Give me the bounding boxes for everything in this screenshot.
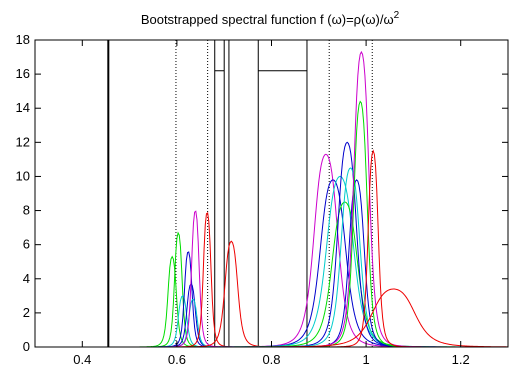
y-tick-label: 10 <box>16 168 30 183</box>
x-tick-label: 0.8 <box>262 352 280 367</box>
chart-title: Bootstrapped spectral function f (ω)=ρ(ω… <box>141 10 400 27</box>
series-peak-7 <box>35 212 508 347</box>
series-peak-16 <box>35 100 508 347</box>
y-tick-label: 16 <box>16 66 30 81</box>
y-tick-label: 18 <box>16 32 30 47</box>
y-tick-label: 0 <box>23 339 30 354</box>
plot-area <box>35 40 508 347</box>
series-peak-14 <box>35 167 508 347</box>
box-1 <box>257 40 308 347</box>
series-peak-10 <box>35 179 508 347</box>
y-tick-label: 8 <box>23 203 30 218</box>
chart-title-main: Bootstrapped spectral function f (ω)=ρ(ω… <box>141 12 394 27</box>
series-peak-2 <box>35 295 508 347</box>
series-peak-6 <box>35 210 508 347</box>
series-peak-0 <box>35 255 508 347</box>
series-peak-13 <box>35 141 508 347</box>
series-group <box>35 40 508 347</box>
x-tick-label: 0.4 <box>73 352 91 367</box>
axes: 0 2 4 6 8 10 12 14 16 18 0.4 0.6 0.8 1 1.2 <box>16 32 509 367</box>
x-tick-label: 1.2 <box>452 352 470 367</box>
x-tick-label: 1 <box>362 352 369 367</box>
series-peak-18 <box>35 149 508 347</box>
series-peak-17 <box>35 50 508 347</box>
chart-title-superscript: 2 <box>394 10 400 21</box>
series-peak-12 <box>35 201 508 347</box>
series-peak-3 <box>35 251 508 347</box>
y-tick-label: 2 <box>23 305 30 320</box>
plot-frame <box>34 39 509 348</box>
y-tick-label: 6 <box>23 237 30 252</box>
series-peak-8 <box>35 240 508 347</box>
y-tick-label: 4 <box>23 271 30 286</box>
series-peak-9 <box>35 153 508 347</box>
y-tick-label: 12 <box>16 134 30 149</box>
box-0 <box>214 40 225 347</box>
series-peak-11 <box>35 175 508 347</box>
series-peak-15 <box>35 179 508 347</box>
series-peak-5 <box>35 298 508 347</box>
series-peak-1 <box>35 231 508 347</box>
series-peak-19 <box>35 288 508 347</box>
series-peak-4 <box>35 283 508 347</box>
x-tick-label: 0.6 <box>168 352 186 367</box>
y-tick-label: 14 <box>16 100 30 115</box>
